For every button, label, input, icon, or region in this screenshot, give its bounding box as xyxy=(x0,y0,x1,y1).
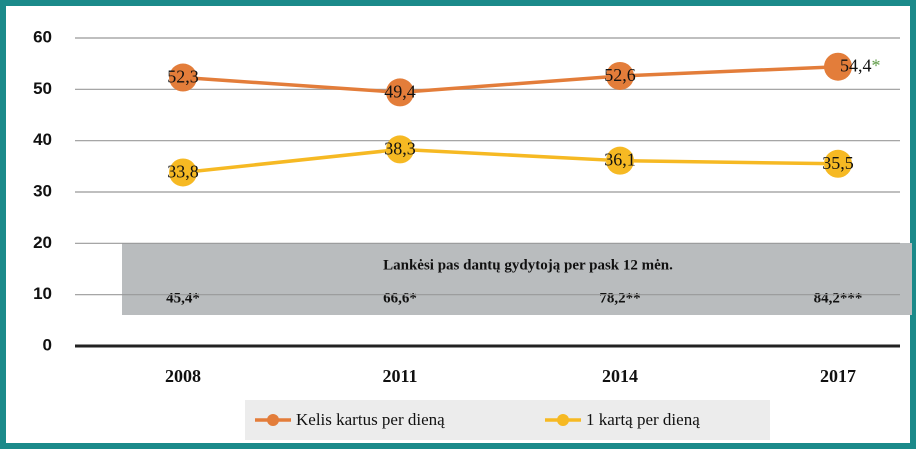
legend-box xyxy=(245,400,770,440)
legend-label: 1 kartą per dieną xyxy=(586,410,700,429)
data-label-text: 54,4 xyxy=(840,56,872,76)
legend-marker xyxy=(557,414,569,426)
annotation-value: 45,4* xyxy=(166,290,200,306)
point xyxy=(606,146,634,175)
point xyxy=(386,135,414,164)
data-label-text: 33,8 xyxy=(167,162,199,182)
annotation-title: Lankėsi pas dantų gydytoją per pask 12 m… xyxy=(383,257,673,273)
data-label: 33,8 xyxy=(167,162,199,182)
data-label: 52,3 xyxy=(167,67,199,87)
data-label-text: 38,3 xyxy=(384,139,416,159)
annotation-box xyxy=(122,243,912,315)
legend-label: Kelis kartus per dieną xyxy=(296,410,445,429)
x-tick-label: 2008 xyxy=(165,366,201,386)
data-label: 38,3 xyxy=(384,139,416,159)
x-tick-label: 2017 xyxy=(820,366,856,386)
point xyxy=(606,61,634,90)
data-label-text: 49,4 xyxy=(384,82,416,102)
data-label-text: 52,6 xyxy=(604,65,636,85)
y-tick-label: 50 xyxy=(33,79,52,98)
data-label: 36,1 xyxy=(604,150,636,170)
data-label-text: 52,3 xyxy=(167,67,199,87)
annotation-value: 66,6* xyxy=(383,290,417,306)
series-line xyxy=(182,147,839,175)
data-label-text: 36,1 xyxy=(604,150,636,170)
series-line xyxy=(182,64,839,95)
x-tick-label: 2014 xyxy=(602,366,638,386)
data-label: 49,4 xyxy=(384,82,416,102)
point xyxy=(169,63,197,92)
y-tick-label: 0 xyxy=(43,335,52,354)
y-tick-label: 10 xyxy=(33,284,52,303)
y-tick-label: 60 xyxy=(33,27,52,46)
data-label: 52,6 xyxy=(604,65,636,85)
point xyxy=(169,158,197,187)
data-label-note: * xyxy=(872,56,881,76)
data-label: 35,5 xyxy=(822,153,854,173)
point xyxy=(824,149,852,178)
annotation-value: 78,2** xyxy=(599,290,640,306)
legend-marker xyxy=(267,414,279,426)
y-tick-label: 40 xyxy=(33,130,52,149)
y-tick-label: 20 xyxy=(33,233,52,252)
x-tick-label: 2011 xyxy=(382,366,417,386)
y-tick-label: 30 xyxy=(33,181,52,200)
point xyxy=(824,52,852,81)
data-label: 54,4* xyxy=(840,56,881,76)
data-label-text: 35,5 xyxy=(822,153,854,173)
annotation-value: 84,2*** xyxy=(814,290,863,306)
point xyxy=(386,78,414,107)
